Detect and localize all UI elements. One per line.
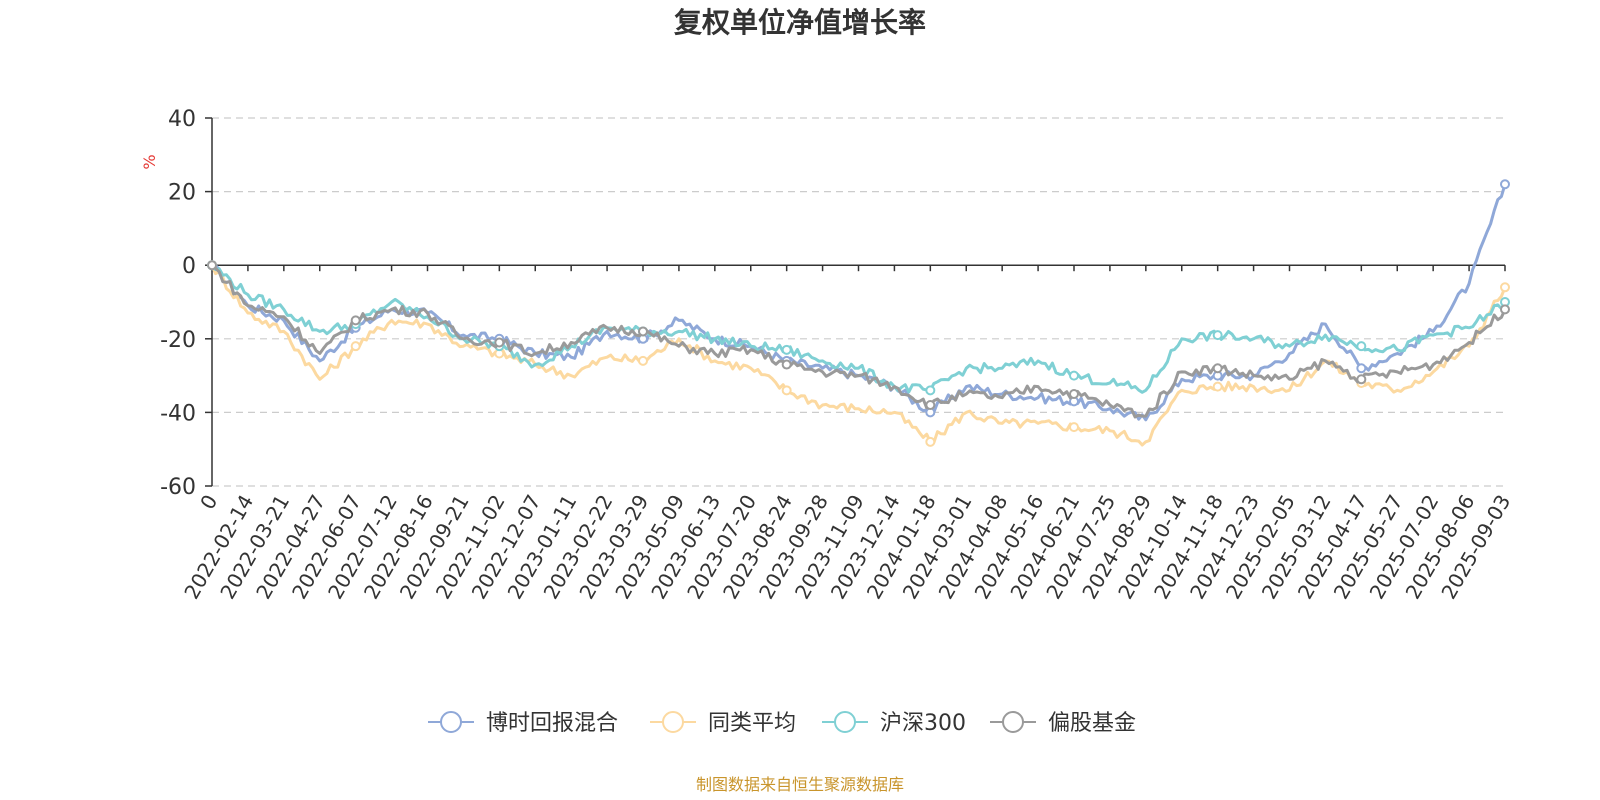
series-point xyxy=(350,341,361,352)
series-line-3 xyxy=(211,264,1507,419)
legend-label: 沪深300 xyxy=(880,711,966,736)
series-point xyxy=(781,344,792,355)
series-point xyxy=(1212,363,1223,374)
y-tick-label: 0 xyxy=(182,254,196,279)
series-lines xyxy=(207,179,1510,447)
series-line-1 xyxy=(210,264,1507,447)
legend-item-2[interactable]: 沪深300 xyxy=(822,711,966,736)
legend-label: 同类平均 xyxy=(708,711,796,736)
grid-lines xyxy=(212,117,1505,487)
legend-label: 博时回报混合 xyxy=(486,711,618,736)
series-point xyxy=(494,337,505,348)
series-point xyxy=(1069,422,1079,433)
legend-swatch-circle xyxy=(662,711,684,733)
series-line-0 xyxy=(211,183,1507,422)
series-point xyxy=(1500,282,1510,293)
series-point xyxy=(925,385,936,396)
y-unit-label: % xyxy=(140,154,159,169)
legend-swatch-circle xyxy=(1002,711,1024,733)
series-point xyxy=(1356,341,1367,352)
series-point xyxy=(1069,370,1079,381)
y-axis: 40 20 0 -20 -40 -60 xyxy=(160,107,213,500)
legend-label: 偏股基金 xyxy=(1048,711,1136,736)
series-line-2 xyxy=(210,264,1507,394)
y-tick-label: 20 xyxy=(168,181,196,206)
series-point xyxy=(1356,363,1367,374)
series-point xyxy=(1212,330,1223,341)
series-point xyxy=(925,436,936,447)
series-point xyxy=(925,400,936,411)
series-point xyxy=(1212,381,1223,392)
series-point xyxy=(207,260,217,271)
series-point xyxy=(781,359,792,370)
series-point xyxy=(781,385,792,396)
series-point xyxy=(350,315,361,326)
source-note: 制图数据来自恒生聚源数据库 xyxy=(696,775,904,794)
series-point xyxy=(1069,389,1079,399)
y-tick-label: 40 xyxy=(168,107,196,132)
x-tick-label: 0 xyxy=(195,491,222,514)
y-tick-label: -60 xyxy=(160,475,196,500)
series-point xyxy=(1356,374,1367,385)
chart-title: 复权单位净值增长率 xyxy=(674,6,926,39)
y-tick-label: -40 xyxy=(160,401,196,426)
series-point xyxy=(1500,179,1510,190)
legend-item-0[interactable]: 博时回报混合 xyxy=(428,711,618,736)
legend-swatch-circle xyxy=(440,711,462,733)
series-point xyxy=(1500,304,1510,315)
legend[interactable]: 博时回报混合 同类平均 沪深300 偏股基金 xyxy=(428,711,1136,736)
legend-item-3[interactable]: 偏股基金 xyxy=(990,711,1136,736)
series-point xyxy=(638,355,648,366)
series-point xyxy=(638,326,648,337)
legend-swatch-circle xyxy=(834,711,856,733)
legend-item-1[interactable]: 同类平均 xyxy=(650,711,796,736)
y-tick-label: -20 xyxy=(160,328,196,353)
